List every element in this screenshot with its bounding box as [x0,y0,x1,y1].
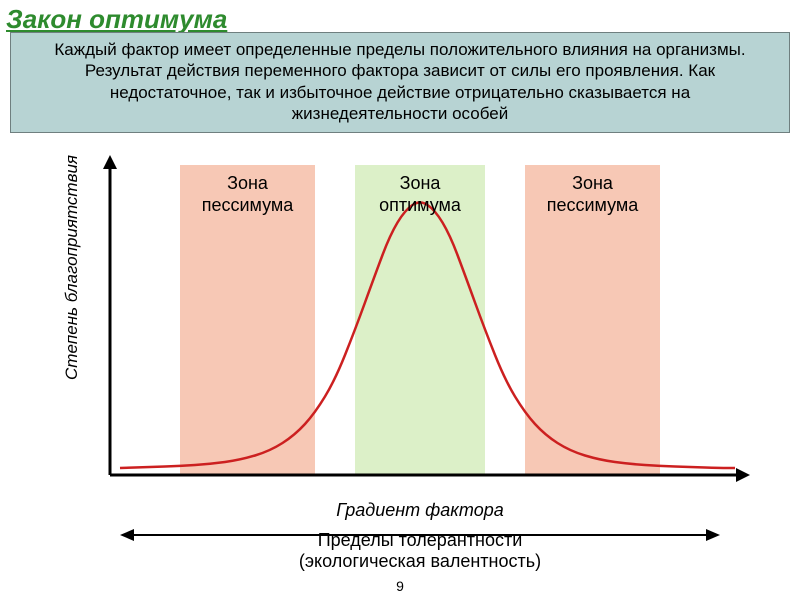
description-box: Каждый фактор имеет определенные пределы… [10,32,790,133]
tolerance-label: Пределы толерантности (экологическая вал… [90,530,750,572]
tolerance-line1: Пределы толерантности [90,530,750,551]
page-number: 9 [0,578,800,594]
zone-label: Зонаоптимума [355,173,485,216]
page-title: Закон оптимума [6,4,227,35]
zone-label: Зонапессимума [180,173,315,216]
tolerance-line2: (экологическая валентность) [90,551,750,572]
y-axis-label: Степень благоприятствия [62,155,82,380]
chart-area: Зонапессимума Зонаоптимума Зонапессимума [90,155,750,495]
x-axis-label: Градиент фактора [90,500,750,521]
zone-label: Зонапессимума [525,173,660,216]
